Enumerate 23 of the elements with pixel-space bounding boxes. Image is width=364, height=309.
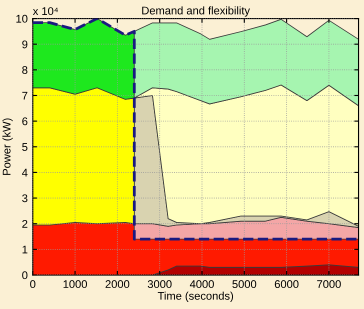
- y-tick-label: 3: [22, 194, 28, 202]
- y-tick-label: 7: [22, 92, 28, 100]
- x-tick-label: 7000: [317, 280, 341, 288]
- y-tick-label: 0: [22, 271, 28, 280]
- y-tick-label: 5: [22, 143, 28, 151]
- y-tick-label: 4: [22, 168, 28, 176]
- text: x 10⁴: [32, 7, 58, 16]
- x-axis-title: Time (seconds): [158, 292, 234, 302]
- chart-title: Demand and flexibility: [142, 6, 250, 17]
- y-tick-label: 9: [22, 40, 28, 48]
- x-tick-label: 3000: [148, 280, 172, 288]
- y-tick-label: 6: [22, 117, 28, 126]
- x-tick-label: 6000: [274, 280, 299, 288]
- x-tick-label: 5000: [232, 280, 256, 288]
- y-axis-title: Power (kW): [2, 118, 13, 175]
- x-tick-label: 2000: [106, 280, 130, 288]
- y-tick-label: 8: [22, 66, 28, 74]
- x-tick-label: 4000: [190, 280, 214, 288]
- x-tick-label: 1000: [64, 280, 87, 288]
- y-tick-label: 1: [22, 246, 28, 254]
- y-tick-label: 2: [22, 220, 28, 228]
- y-tick-label: 10: [16, 14, 28, 23]
- x-tick-label: 0: [30, 280, 36, 288]
